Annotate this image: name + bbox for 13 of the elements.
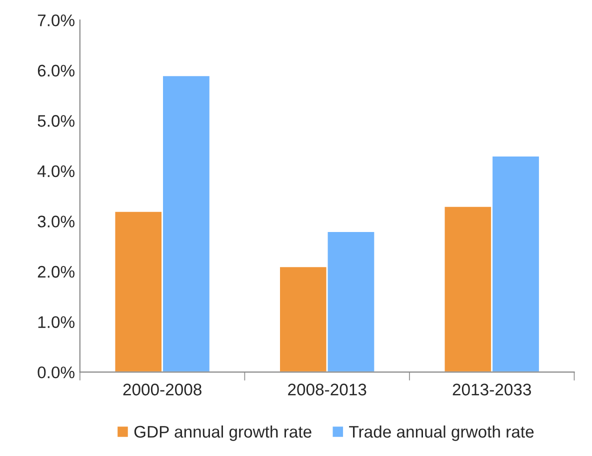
y-tick-label: 6.0% [38, 64, 74, 77]
x-tick-label: 2013-2033 [452, 384, 531, 396]
y-tick-label: 3.0% [38, 216, 74, 228]
y-tick-label: 4.0% [37, 165, 74, 178]
y-tick-label: 0.0% [38, 366, 74, 378]
y-tick-label: 2.0% [38, 266, 74, 278]
legend-label: GDP annual growth rate [134, 425, 312, 441]
x-tick-label: 2000-2008 [123, 384, 202, 396]
legend-label: Trade annual grwoth rate [349, 425, 534, 441]
x-tick-label: 2008-2013 [288, 384, 366, 396]
y-tick-label: 1.0% [38, 316, 74, 328]
y-tick-label: 7.0% [38, 14, 74, 26]
y-tick-label: 5.0% [38, 115, 74, 127]
